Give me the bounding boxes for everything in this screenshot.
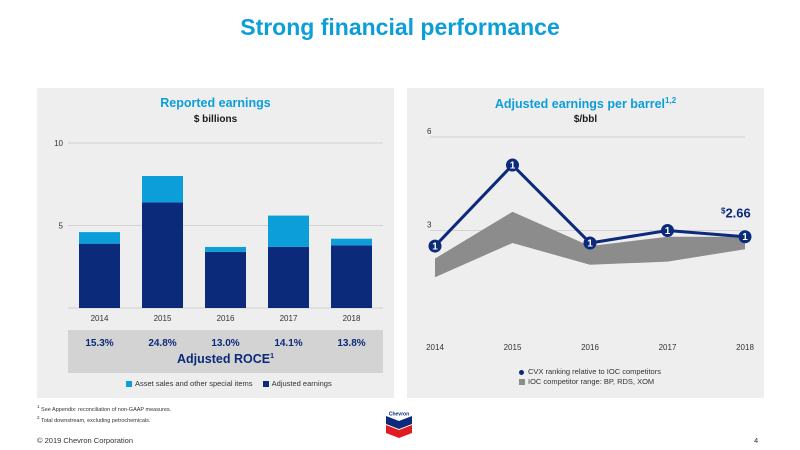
reported-earnings-title: Reported earnings	[160, 96, 271, 110]
bar-special-items	[331, 238, 372, 246]
roce-row: Adjusted ROCE1 15.3% 24.8% 13.0% 14.1% 13.8%	[68, 330, 383, 373]
footnotes: 1 See Appendix: reconciliation of non-GA…	[37, 403, 171, 425]
y-tick-label: 5	[59, 222, 64, 231]
x-tick-label: 2015	[154, 314, 172, 323]
x-tick-label: 2016	[217, 314, 235, 323]
roce-value: 13.8%	[337, 338, 366, 349]
cvx-rank-label: 1	[432, 242, 438, 253]
chevron-logo: Chevron	[386, 412, 412, 438]
x-tick-label: 2018	[343, 314, 361, 323]
cvx-rank-label: 1	[665, 226, 671, 237]
bar-adjusted-earnings	[205, 251, 246, 308]
x-tick-label: 2017	[659, 343, 677, 352]
copyright: © 2019 Chevron Corporation	[37, 436, 133, 445]
callout-prefix: $	[721, 207, 726, 216]
legend-swatch-special-items	[126, 381, 132, 388]
bar-special-items	[205, 246, 246, 252]
x-tick-label: 2017	[280, 314, 298, 323]
legend-swatch-adjusted-earnings	[262, 381, 269, 388]
bar-special-items	[268, 215, 309, 247]
roce-value: 14.1%	[274, 338, 303, 349]
bar-adjusted-earnings	[268, 246, 309, 308]
legend-swatch-ioc-range	[519, 379, 525, 386]
bar-adjusted-earnings	[142, 202, 183, 308]
cvx-rank-label: 1	[510, 161, 516, 172]
legend-dot-cvx-ranking	[519, 369, 524, 375]
y-tick-label: 6	[427, 127, 432, 136]
svg-text:Chevron: Chevron	[389, 412, 409, 418]
legend-item-adjusted-earnings: Adjusted earnings	[262, 379, 332, 388]
x-tick-label: 2016	[581, 343, 599, 352]
bar-adjusted-earnings	[331, 245, 372, 308]
ioc-competitor-range-band	[435, 211, 745, 278]
legend-item-special-items: Asset sales and other special items	[126, 379, 253, 388]
cvx-ranking-point	[506, 158, 519, 172]
cvx-ranking-point	[583, 236, 597, 250]
bar-adjusted-earnings	[79, 243, 120, 308]
earnings-per-barrel-panel: Adjusted earnings per barrel1,2 $/bbl 3 6…	[407, 88, 764, 398]
x-tick-label: 2014	[426, 343, 444, 352]
callout-value: 2.66	[725, 206, 750, 221]
cvx-rank-label: 1	[587, 238, 593, 249]
x-tick-label: 2015	[504, 343, 522, 352]
footnote-1: 1 See Appendix: reconciliation of non-GA…	[37, 404, 172, 413]
bar-special-items	[79, 232, 120, 244]
roce-label: Adjusted ROCE1	[177, 352, 274, 366]
y-tick-label: 10	[54, 139, 63, 148]
cvx-ranking-point	[428, 239, 442, 253]
cvx-ranking-point	[738, 230, 752, 244]
cvx-rank-label: 1	[742, 232, 748, 243]
reported-earnings-legend: Asset sales and other special items Adju…	[126, 379, 340, 388]
roce-value: 24.8%	[148, 338, 177, 349]
legend-item-cvx-ranking: CVX ranking relative to IOC competitors	[519, 367, 661, 377]
bar-special-items	[142, 176, 183, 203]
page-title: Strong financial performance	[240, 14, 560, 40]
footnote-2: 2 Total downstream, excluding petrochemi…	[37, 414, 151, 424]
x-tick-label: 2018	[736, 343, 754, 352]
cvx-ranking-point	[661, 224, 674, 237]
reported-earnings-subtitle: $ billions	[193, 114, 238, 125]
final-value-callout: $2.66	[721, 206, 751, 221]
earnings-per-barrel-chart: 3 6 1 1 1 1 1 2014 2015 2016 2017 2018 $2.66	[426, 127, 754, 352]
earnings-per-barrel-subtitle: $/bbl	[573, 114, 598, 125]
roce-value: 13.0%	[211, 338, 240, 349]
reported-earnings-panel: Reported earnings $ billions 5 10 2014 2015…	[37, 88, 394, 398]
x-tick-label: 2014	[91, 314, 109, 323]
roce-value: 15.3%	[85, 338, 114, 349]
reported-earnings-chart: 5 10 2014 2015 2016 2017 2018	[54, 139, 383, 323]
page-number: 4	[754, 436, 759, 445]
earnings-per-barrel-legend: CVX ranking relative to IOC competitors …	[519, 367, 661, 387]
legend-item-ioc-range: IOC competitor range: BP, RDS, XOM	[519, 377, 661, 387]
earnings-per-barrel-title: Adjusted earnings per barrel1,2	[494, 96, 677, 112]
y-tick-label: 3	[427, 221, 432, 230]
